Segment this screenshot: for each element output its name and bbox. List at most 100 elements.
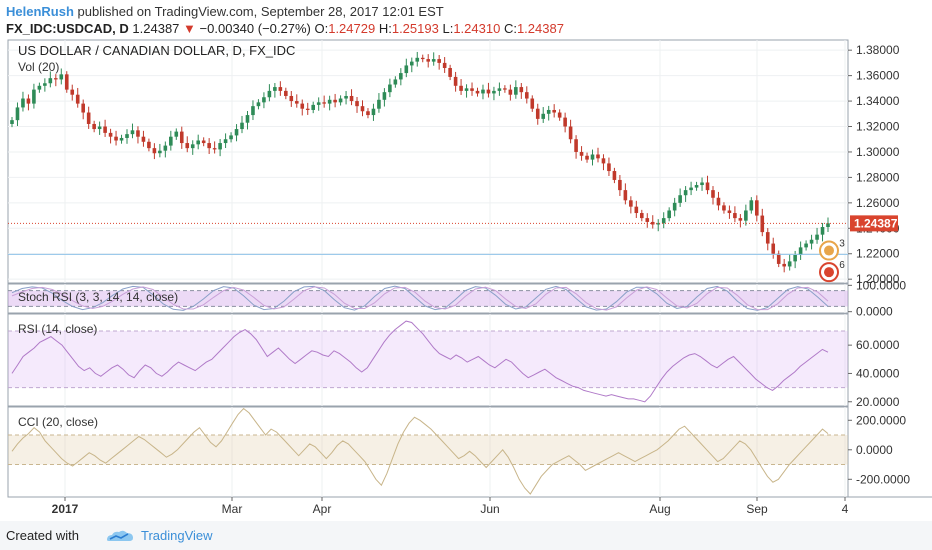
candle-body (409, 61, 414, 66)
candle-body (650, 221, 655, 225)
candle-body (10, 120, 14, 124)
candle-body (97, 126, 102, 130)
price-tick-label: 1.34000 (856, 94, 900, 108)
tradingview-cloud-icon[interactable] (104, 528, 136, 544)
candle-body (437, 59, 441, 63)
candle-body (503, 88, 507, 90)
candle-body (771, 243, 776, 254)
candle-body (207, 143, 211, 149)
candle-body (37, 85, 42, 90)
candle-body (92, 123, 96, 130)
candle-body (103, 126, 107, 133)
candle-body (524, 92, 529, 99)
candle-body (179, 131, 184, 144)
candle-body (727, 210, 732, 214)
candle-body (804, 243, 808, 248)
candle-body (245, 115, 250, 123)
indicator-tick-label: 40.0000 (856, 366, 900, 380)
indicator-line-1-0 (11, 285, 829, 311)
event-count: 3 (839, 239, 845, 250)
candle-body (26, 98, 31, 104)
indicator-tick-label: 20.0000 (856, 395, 900, 409)
candle-body (147, 141, 151, 149)
candle-body (705, 182, 710, 191)
candle-body (585, 155, 589, 160)
candle-body (530, 98, 535, 109)
indicator-line-3-0 (11, 407, 829, 495)
price-tick-label: 1.22000 (856, 247, 900, 261)
candle-body (596, 154, 600, 159)
chart-canvas: 1.38000 1.36000 1.34000 1.32000 1.30000 1.280… (7, 39, 932, 516)
candle-body (683, 190, 688, 196)
candle-body (70, 89, 75, 95)
candle-body (629, 200, 633, 207)
time-tick-label: Jun (480, 502, 499, 516)
open-label: O: (314, 21, 329, 36)
candle-body (169, 136, 173, 146)
tradingview-brand-link[interactable]: TradingView (141, 528, 213, 543)
candle-body (672, 202, 677, 211)
candle-body (420, 57, 425, 60)
price-tick-label: 1.20000 (856, 272, 900, 286)
candle-body (607, 163, 611, 172)
candle-body (377, 99, 381, 109)
candle-body (552, 109, 556, 113)
price-chart-title: US DOLLAR / CANADIAN DOLLAR, D, FX_IDC (18, 43, 295, 58)
low-value: 1.24310 (453, 21, 501, 36)
indicator-tick-label: 0.0000 (856, 443, 893, 457)
candle-body (59, 74, 64, 80)
candle-body (21, 98, 25, 108)
indicator-band (8, 435, 848, 465)
candle-body (618, 179, 622, 191)
candle-body (54, 78, 58, 80)
price-tick-label: 1.30000 (856, 145, 900, 159)
candle-body (755, 200, 759, 216)
candle-body (798, 247, 803, 256)
candle-body (678, 195, 682, 203)
candle-body (190, 144, 195, 149)
candle-body (809, 239, 814, 244)
indicator-tick-label: 0.0000 (856, 305, 893, 319)
candle-body (311, 104, 316, 110)
candle-body (223, 139, 228, 144)
candle-body (201, 140, 206, 144)
indicator-line-1-1 (11, 286, 829, 311)
candle-body (656, 223, 661, 225)
time-tick-label: Sep (746, 502, 768, 516)
candle-body (514, 87, 518, 95)
candle-body (327, 99, 332, 104)
candle-body (229, 135, 233, 140)
time-tick-label: 4 (842, 502, 849, 516)
candle-body (760, 215, 765, 233)
candle-body (404, 65, 409, 74)
candle-body (711, 190, 715, 198)
indicator-tick-label: -200.0000 (856, 472, 910, 486)
candle-body (240, 122, 244, 130)
candle-body (815, 234, 819, 240)
change-down-icon: ▼ (183, 21, 196, 36)
candle-body (765, 232, 770, 244)
candle-body (634, 206, 639, 214)
publication-line: HelenRush published on TradingView.com, … (6, 4, 444, 19)
candle-body (388, 84, 392, 93)
candle-body (273, 87, 277, 91)
candle-body (114, 136, 118, 141)
candle-body (497, 88, 502, 91)
price-tick-label: 1.28000 (856, 170, 900, 184)
stoch-rsi-title: Stoch RSI (3, 3, 14, 14, close) (18, 290, 178, 304)
low-label: L: (442, 21, 454, 36)
candle-body (289, 95, 294, 102)
candle-body (426, 59, 431, 62)
candle-body (415, 57, 420, 62)
author-link[interactable]: HelenRush (6, 4, 74, 19)
candle-body (475, 90, 480, 94)
candle-body (689, 187, 693, 191)
candle-body (338, 98, 343, 103)
candle-body (470, 88, 474, 91)
candle-body (43, 83, 47, 86)
candle-body (262, 97, 266, 103)
candle-body (212, 148, 217, 150)
event-count: 6 (839, 260, 845, 271)
candle-body (163, 145, 168, 151)
candle-body (333, 99, 337, 103)
